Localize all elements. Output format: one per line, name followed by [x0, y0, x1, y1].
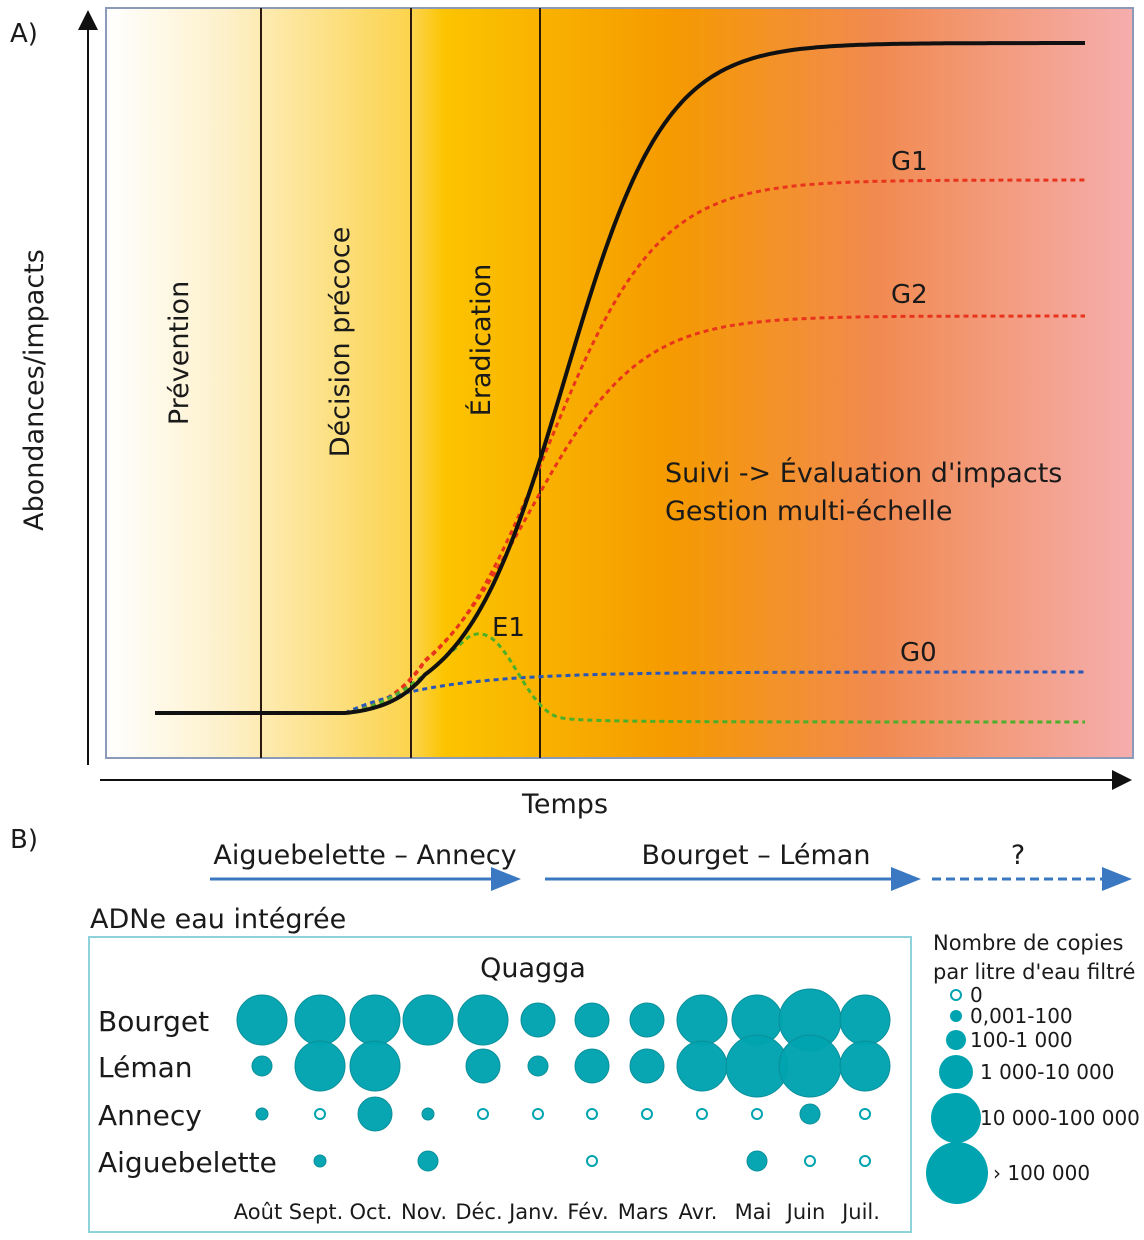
bubble-point: [676, 994, 728, 1046]
bubble-point: [532, 1108, 544, 1120]
panel-b-subtitle: ADNe eau intégrée: [90, 904, 346, 935]
curve-label-g0: G0: [900, 638, 937, 668]
period-label-2: Bourget – Léman: [642, 840, 871, 871]
bubble-point: [676, 1040, 728, 1092]
y-axis-label: Abondances/impacts: [19, 249, 50, 531]
curve-label-g1: G1: [891, 147, 928, 177]
month-label: Janv.: [507, 1200, 559, 1224]
bubble-point: [349, 1040, 401, 1092]
month-label: Mars: [618, 1200, 669, 1224]
bubble-point: [629, 1002, 665, 1038]
legend-label: 1 000-10 000: [980, 1060, 1114, 1084]
bubble-point: [629, 1048, 665, 1084]
bubble-point: [839, 1040, 891, 1092]
month-label: Oct.: [350, 1200, 393, 1224]
curve-label-g2: G2: [891, 280, 928, 310]
bubble-point: [804, 1155, 816, 1167]
bubble-point: [477, 1108, 489, 1120]
bubble-point: [641, 1108, 653, 1120]
legend-bubble: [950, 989, 962, 1001]
month-label: Juil.: [840, 1200, 880, 1224]
legend-title-line2: par litre d'eau filtré: [933, 960, 1135, 984]
curve-g2: [344, 314, 1085, 715]
bubble-chart-title: Quagga: [480, 953, 586, 984]
month-label: Sept.: [289, 1200, 344, 1224]
annotation-monitoring: Suivi -> Évaluation d'impacts: [665, 457, 1062, 489]
legend-bubble: [931, 1093, 981, 1143]
row-label: Annecy: [98, 1099, 202, 1132]
legend-label: 0: [970, 983, 983, 1007]
bubble-point: [746, 1150, 768, 1172]
legend-bubble: [946, 1030, 966, 1050]
month-label: Juin: [785, 1200, 826, 1224]
bubble-point: [251, 1055, 273, 1077]
bubble-point: [859, 1155, 871, 1167]
curve-label-e1: E1: [492, 613, 525, 643]
bubble-point: [586, 1108, 598, 1120]
legend-title-line1: Nombre de copies: [933, 931, 1123, 955]
x-axis-label: Temps: [521, 789, 608, 820]
bubble-point: [236, 994, 288, 1046]
bubble-point: [417, 1150, 439, 1172]
curve-main-invasion: [155, 41, 1085, 715]
bubble-point: [778, 1034, 842, 1098]
legend-label: › 100 000: [993, 1161, 1090, 1185]
month-label: Août: [234, 1200, 282, 1224]
bubble-point: [255, 1107, 269, 1121]
month-label: Mai: [735, 1200, 772, 1224]
curve-g0: [344, 670, 1085, 715]
bubble-point: [696, 1108, 708, 1120]
bubble-point: [586, 1155, 598, 1167]
bubble-point: [357, 1096, 393, 1132]
legend-label: 100-1 000: [970, 1028, 1073, 1052]
legend-label: 10 000-100 000: [980, 1106, 1140, 1130]
bubble-point: [294, 994, 346, 1046]
bubble-point: [839, 994, 891, 1046]
annotation-management: Gestion multi-échelle: [665, 496, 952, 527]
row-label: Aiguebelette: [98, 1146, 277, 1179]
bubble-point: [751, 1108, 763, 1120]
bubble-point: [520, 1002, 556, 1038]
month-label: Avr.: [679, 1200, 718, 1224]
bubble-point: [294, 1040, 346, 1092]
legend-bubble: [950, 1010, 962, 1022]
phase-label-early-decision: Décision précoce: [325, 227, 356, 458]
legend-label: 0,001-100: [970, 1004, 1073, 1028]
bubble-point: [349, 994, 401, 1046]
bubble-point: [527, 1055, 549, 1077]
legend-bubble: [926, 1142, 988, 1204]
row-label: Léman: [98, 1051, 193, 1084]
phase-label-eradication: Éradication: [465, 264, 497, 416]
month-label: Fév.: [567, 1200, 608, 1224]
period-label-3: ?: [1011, 840, 1025, 871]
panel-b-label: B): [10, 825, 38, 855]
bubble-point: [421, 1107, 435, 1121]
period-label-1: Aiguebelette – Annecy: [213, 840, 516, 871]
bubble-point: [313, 1154, 327, 1168]
bubble-point: [859, 1108, 871, 1120]
bubble-point: [457, 994, 509, 1046]
month-label: Déc.: [455, 1200, 502, 1224]
bubble-point: [799, 1103, 821, 1125]
bubble-point: [314, 1108, 326, 1120]
plot-area: [105, 7, 1134, 759]
bubble-point: [574, 1048, 610, 1084]
phase-label-prevention: Prévention: [164, 281, 195, 425]
row-label: Bourget: [98, 1005, 209, 1038]
legend-bubble: [939, 1055, 973, 1089]
bubble-point: [465, 1048, 501, 1084]
bubble-point: [574, 1002, 610, 1038]
bubble-point: [402, 994, 454, 1046]
month-label: Nov.: [401, 1200, 447, 1224]
panel-a-label: A): [10, 19, 38, 49]
